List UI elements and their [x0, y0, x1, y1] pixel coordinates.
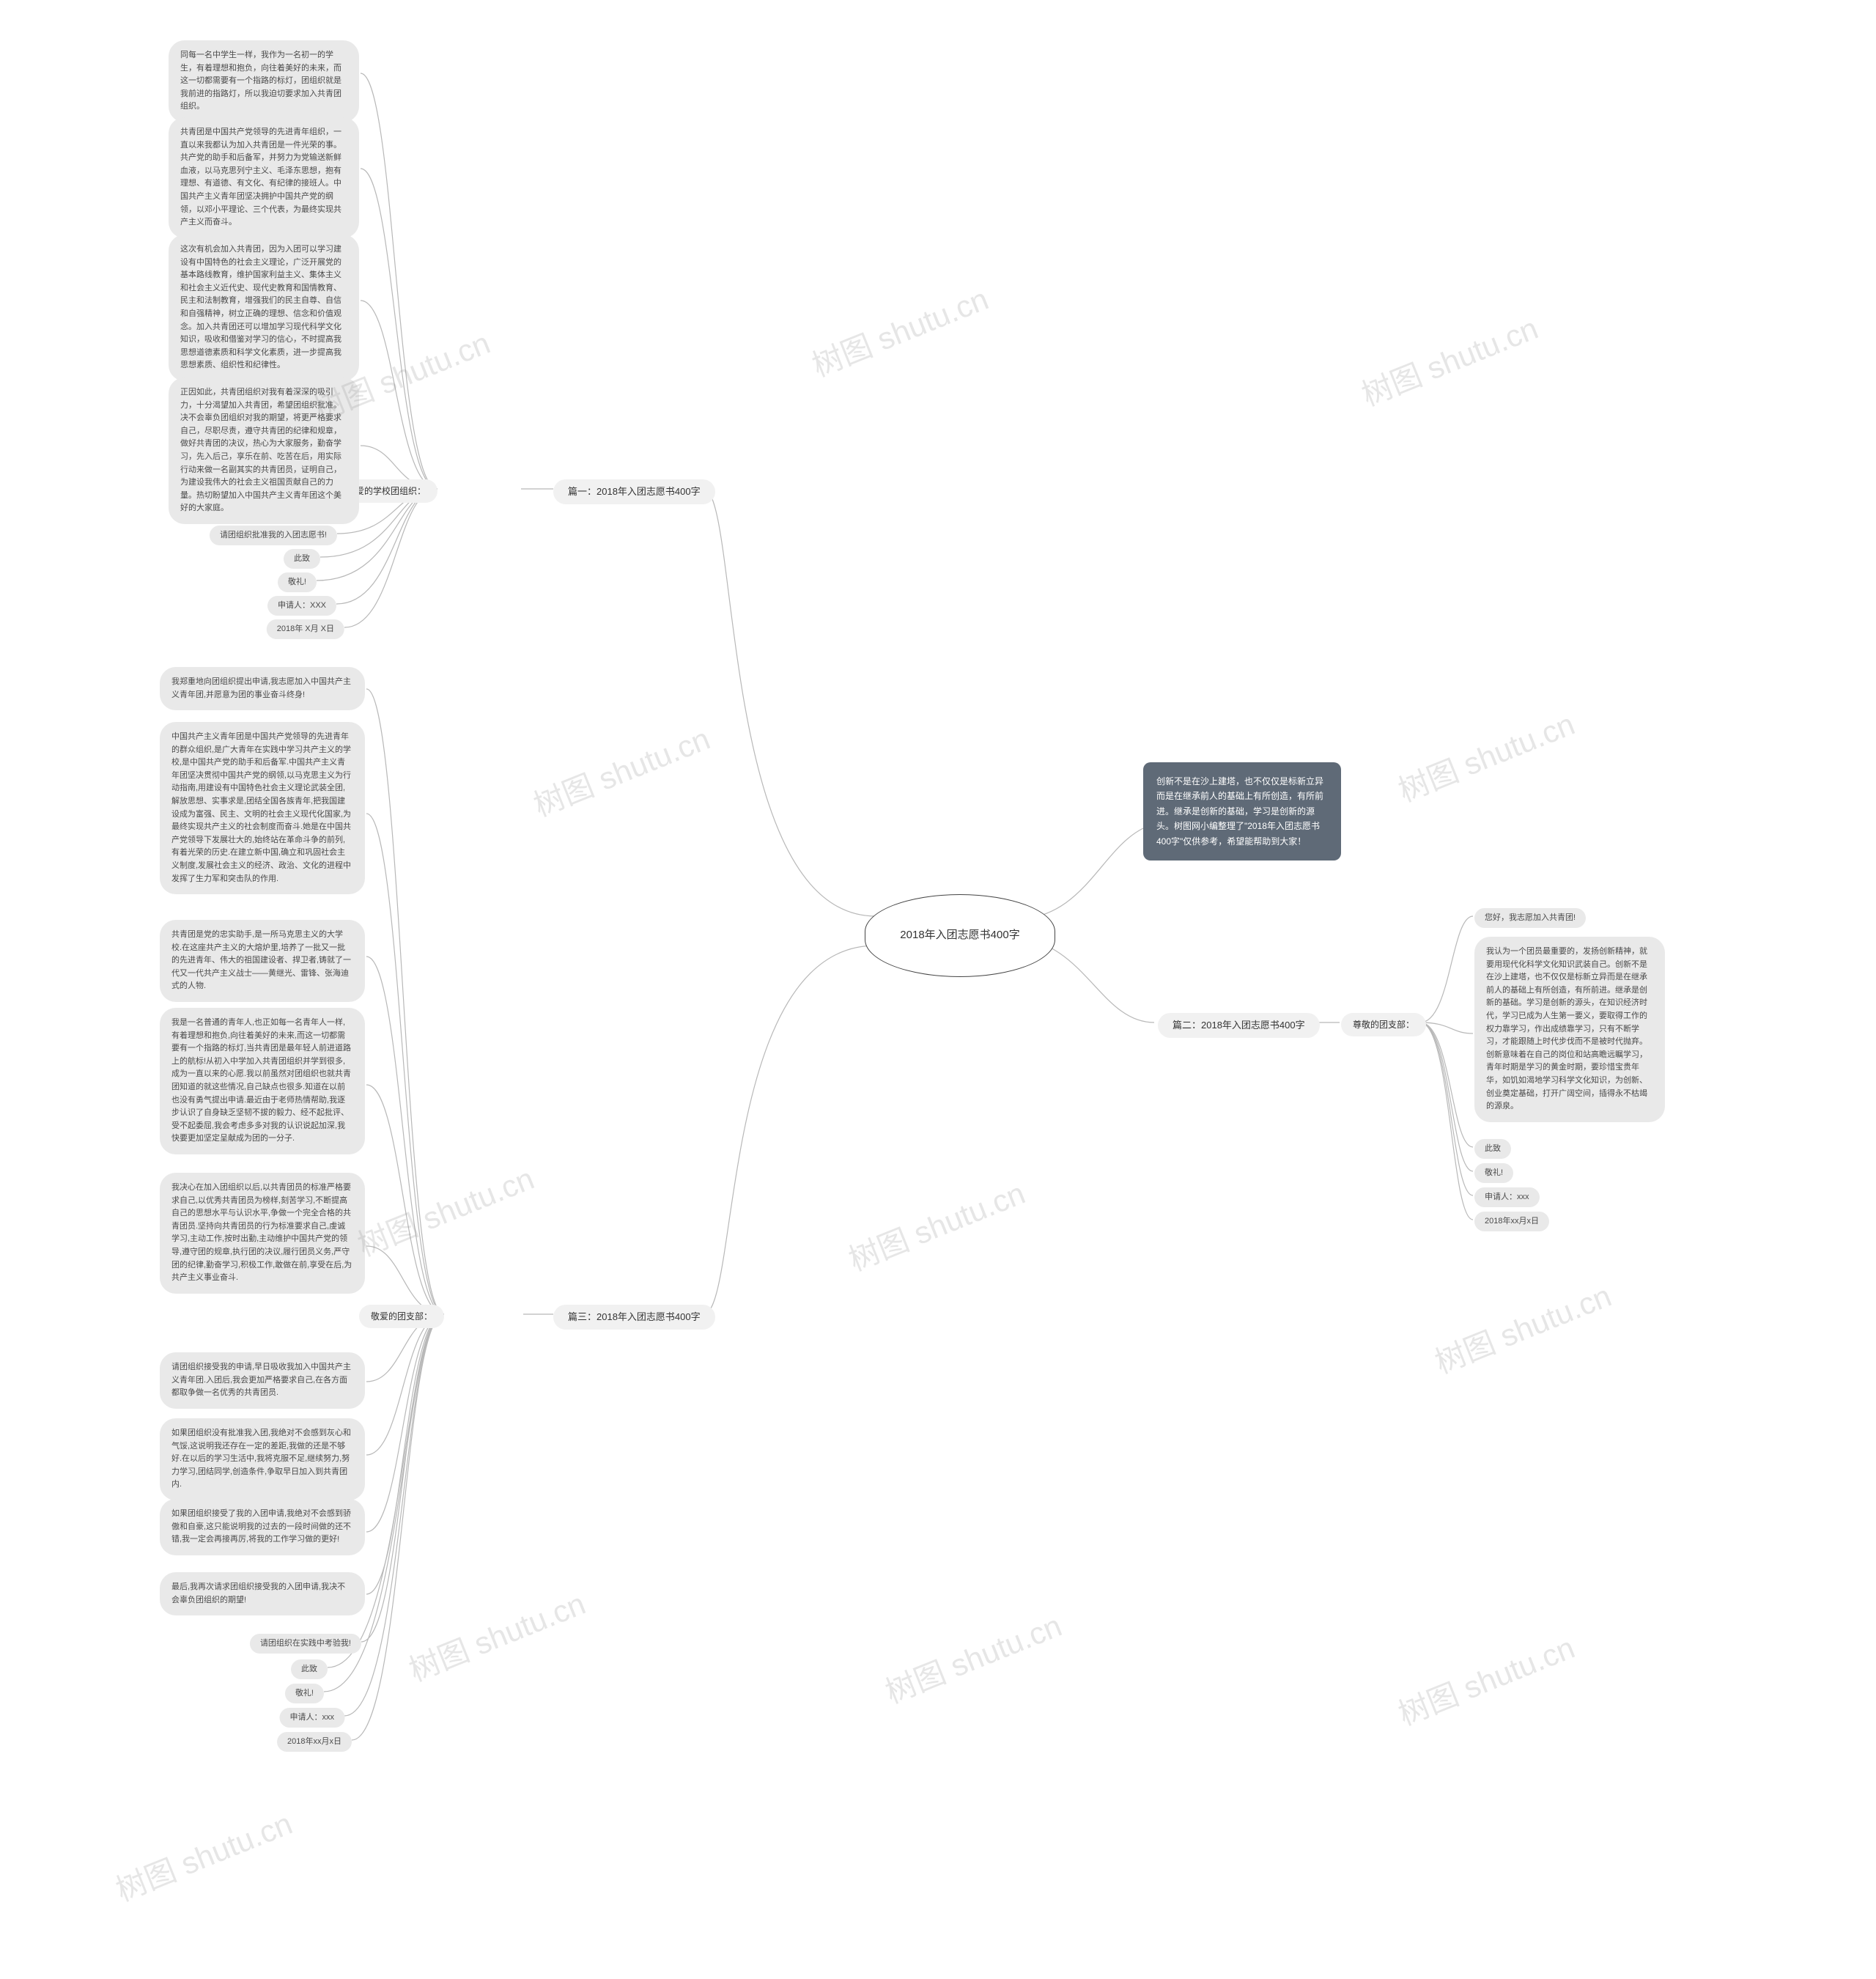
leaf-text: 此致 [1485, 1144, 1501, 1153]
p3-leaf-6[interactable]: 请团组织接受我的申请,早日吸收我加入中国共产主义青年团.入团后,我会更加严格要求… [160, 1352, 365, 1409]
p3-leaf-7[interactable]: 如果团组织没有批准我入团,我绝对不会感到灰心和气馁,这说明我还存在一定的差距,我… [160, 1418, 365, 1500]
description-text: 创新不是在沙上建塔，也不仅仅是标新立异而是在继承前人的基础上有所创造，有所前进。… [1156, 776, 1323, 847]
p3-leaf-8[interactable]: 如果团组织接受了我的入团申请,我绝对不会感到骄傲和自豪,这只能说明我的过去的一段… [160, 1499, 365, 1555]
p2-leaf-6[interactable]: 2018年xx月x日 [1474, 1212, 1549, 1231]
watermark: 树图 shutu.cn [805, 275, 994, 386]
p2-leaf-5[interactable]: 申请人：xxx [1474, 1187, 1540, 1207]
leaf-text: 敬礼! [1485, 1168, 1503, 1177]
p1-leaf-9[interactable]: 2018年 X月 X日 [267, 619, 344, 639]
branch-p3[interactable]: 篇三：2018年入团志愿书400字 [553, 1305, 715, 1330]
watermark: 树图 shutu.cn [1354, 304, 1544, 416]
watermark: 树图 shutu.cn [841, 1169, 1031, 1280]
watermark: 树图 shutu.cn [1428, 1272, 1617, 1383]
center-topic[interactable]: 2018年入团志愿书400字 [865, 894, 1055, 977]
p1-leaf-7[interactable]: 敬礼! [278, 572, 317, 592]
watermark: 树图 shutu.cn [402, 1580, 591, 1691]
p3-leaf-10[interactable]: 请团组织在实践中考验我! [250, 1634, 361, 1654]
leaf-text: 2018年xx月x日 [287, 1737, 341, 1746]
p1-leaf-8[interactable]: 申请人：XXX [267, 596, 336, 616]
leaf-text: 这次有机会加入共青团，因为入团可以学习建设有中国特色的社会主义理论，广泛开展党的… [180, 245, 341, 369]
watermark: 树图 shutu.cn [526, 715, 716, 826]
watermark: 树图 shutu.cn [1391, 700, 1581, 811]
leaf-text: 您好，我志愿加入共青团! [1485, 913, 1576, 922]
leaf-text: 最后,我再次请求团组织接受我的入团申请,我决不会辜负团组织的期望! [171, 1582, 345, 1604]
branch-p2[interactable]: 篇二：2018年入团志愿书400字 [1158, 1013, 1320, 1038]
leaf-text: 中国共产主义青年团是中国共产党领导的先进青年的群众组织,是广大青年在实践中学习共… [171, 732, 351, 883]
p3-leaf-1[interactable]: 我郑重地向团组织提出申请,我志愿加入中国共产主义青年团,并愿意为团的事业奋斗终身… [160, 667, 365, 710]
p3-leaf-3[interactable]: 共青团是党的忠实助手,是一所马克思主义的大学校.在这座共产主义的大熔炉里,培养了… [160, 920, 365, 1002]
branch-p2-sub[interactable]: 尊敬的团支部： [1341, 1013, 1426, 1036]
description-node[interactable]: 创新不是在沙上建塔，也不仅仅是标新立异而是在继承前人的基础上有所创造，有所前进。… [1143, 762, 1341, 860]
leaf-text: 正因如此，共青团组织对我有着深深的吸引力，十分渴望加入共青团，希望团组织批准。决… [180, 388, 341, 512]
leaf-text: 如果团组织没有批准我入团,我绝对不会感到灰心和气馁,这说明我还存在一定的差距,我… [171, 1429, 351, 1489]
leaf-text: 同每一名中学生一样，我作为一名初一的学生，有着理想和抱负，向往着美好的未来，而这… [180, 51, 341, 111]
leaf-text: 共青团是党的忠实助手,是一所马克思主义的大学校.在这座共产主义的大熔炉里,培养了… [171, 930, 351, 990]
p1-leaf-4[interactable]: 正因如此，共青团组织对我有着深深的吸引力，十分渴望加入共青团，希望团组织批准。决… [169, 377, 359, 524]
branch-p2-label: 篇二：2018年入团志愿书400字 [1172, 1020, 1305, 1031]
leaf-text: 请团组织在实践中考验我! [260, 1639, 351, 1648]
p3-leaf-12[interactable]: 敬礼! [285, 1684, 324, 1703]
leaf-text: 申请人：xxx [1485, 1193, 1529, 1201]
leaf-text: 2018年 X月 X日 [277, 624, 334, 633]
leaf-text: 我认为一个团员最重要的，发扬创新精神，就要用现代化科学文化知识武装自己。创新不是… [1486, 947, 1647, 1110]
p3-leaf-2[interactable]: 中国共产主义青年团是中国共产党领导的先进青年的群众组织,是广大青年在实践中学习共… [160, 722, 365, 894]
leaf-text: 此致 [294, 554, 310, 563]
leaf-text: 如果团组织接受了我的入团申请,我绝对不会感到骄傲和自豪,这只能说明我的过去的一段… [171, 1509, 351, 1544]
leaf-text: 申请人：xxx [290, 1713, 335, 1722]
leaf-text: 此致 [301, 1665, 317, 1673]
center-label: 2018年入团志愿书400字 [900, 929, 1019, 941]
p3-leaf-14[interactable]: 2018年xx月x日 [277, 1732, 352, 1752]
leaf-text: 申请人：XXX [278, 601, 326, 610]
p3-leaf-11[interactable]: 此致 [291, 1659, 328, 1679]
branch-p1-label: 篇一：2018年入团志愿书400字 [568, 486, 701, 497]
p1-leaf-6[interactable]: 此致 [284, 549, 320, 569]
leaf-text: 敬礼! [288, 578, 306, 586]
branch-p3-sub[interactable]: 敬爱的团支部： [359, 1305, 444, 1328]
branch-p3-label: 篇三：2018年入团志愿书400字 [568, 1311, 701, 1322]
p2-leaf-3[interactable]: 此致 [1474, 1139, 1511, 1159]
watermark: 树图 shutu.cn [878, 1602, 1068, 1713]
leaf-text: 我郑重地向团组织提出申请,我志愿加入中国共产主义青年团,并愿意为团的事业奋斗终身… [171, 677, 351, 699]
p2-leaf-4[interactable]: 敬礼! [1474, 1163, 1513, 1183]
p3-leaf-5[interactable]: 我决心在加入团组织以后,以共青团员的标准严格要求自己,以优秀共青团员为榜样,刻苦… [160, 1173, 365, 1294]
leaf-text: 我决心在加入团组织以后,以共青团员的标准严格要求自己,以优秀共青团员为榜样,刻苦… [171, 1183, 352, 1282]
p1-leaf-5[interactable]: 请团组织批准我的入团志愿书! [210, 526, 337, 545]
p3-leaf-13[interactable]: 申请人：xxx [280, 1708, 345, 1728]
watermark: 树图 shutu.cn [350, 1154, 540, 1266]
p2-leaf-2[interactable]: 我认为一个团员最重要的，发扬创新精神，就要用现代化科学文化知识武装自己。创新不是… [1474, 937, 1665, 1122]
leaf-text: 我是一名普通的青年人,也正如每一名青年人一样,有着理想和抱负,向往着美好的未来,… [171, 1018, 351, 1143]
watermark: 树图 shutu.cn [108, 1799, 298, 1911]
leaf-text: 敬礼! [295, 1689, 314, 1698]
branch-p3-sub-label: 敬爱的团支部： [371, 1311, 432, 1322]
p3-leaf-4[interactable]: 我是一名普通的青年人,也正如每一名青年人一样,有着理想和抱负,向往着美好的未来,… [160, 1008, 365, 1154]
p1-leaf-2[interactable]: 共青团是中国共产党领导的先进青年组织，一直以来我都认为加入共青团是一件光荣的事。… [169, 117, 359, 238]
leaf-text: 请团组织批准我的入团志愿书! [220, 531, 327, 539]
p1-leaf-1[interactable]: 同每一名中学生一样，我作为一名初一的学生，有着理想和抱负，向往着美好的未来，而这… [169, 40, 359, 122]
p1-leaf-3[interactable]: 这次有机会加入共青团，因为入团可以学习建设有中国特色的社会主义理论，广泛开展党的… [169, 235, 359, 381]
leaf-text: 请团组织接受我的申请,早日吸收我加入中国共产主义青年团.入团后,我会更加严格要求… [171, 1363, 351, 1397]
p3-leaf-9[interactable]: 最后,我再次请求团组织接受我的入团申请,我决不会辜负团组织的期望! [160, 1572, 365, 1615]
p2-leaf-1[interactable]: 您好，我志愿加入共青团! [1474, 908, 1586, 928]
branch-p1[interactable]: 篇一：2018年入团志愿书400字 [553, 479, 715, 504]
leaf-text: 2018年xx月x日 [1485, 1217, 1539, 1226]
leaf-text: 共青团是中国共产党领导的先进青年组织，一直以来我都认为加入共青团是一件光荣的事。… [180, 128, 341, 226]
branch-p2-sub-label: 尊敬的团支部： [1353, 1020, 1414, 1030]
watermark: 树图 shutu.cn [1391, 1624, 1581, 1735]
